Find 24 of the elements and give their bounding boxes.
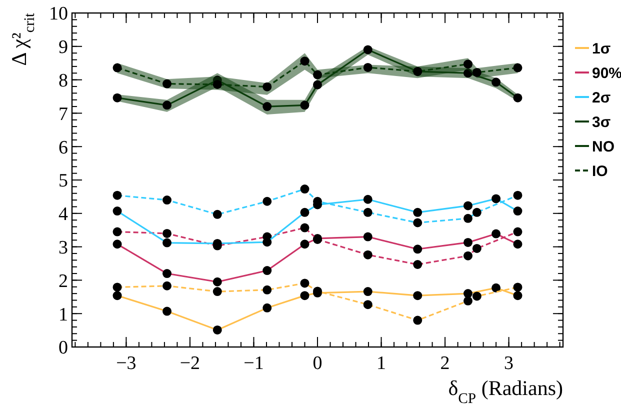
y-tick-label: 3: [58, 237, 68, 258]
x-tick-label: 3: [504, 353, 514, 374]
y-tick-label: 0: [58, 338, 68, 359]
text: IO: [592, 162, 608, 180]
y-tick-label: 10: [49, 4, 68, 25]
y-tick-label: 2: [58, 270, 68, 292]
x-tick-label: 2: [440, 353, 450, 374]
x-axis-title: δ$_{CP}$ (Radians): [448, 376, 563, 407]
y-tick-label: 7: [58, 104, 68, 125]
legend-label: 1σ: [592, 40, 611, 58]
legend-label: 3σ: [592, 114, 611, 131]
y-tick-label: 9: [58, 37, 68, 58]
y-tick-label: 5: [58, 170, 68, 192]
y-tick-label: 1: [58, 304, 68, 326]
text: NO: [592, 138, 615, 156]
y-tick-label: 4: [58, 204, 68, 226]
x-tick-label: 0: [312, 353, 322, 374]
x-tick-label: 1: [376, 353, 386, 374]
y-tick-label: 8: [58, 70, 68, 92]
x-tick-label: −3: [116, 353, 136, 374]
x-tick-label: −2: [180, 353, 200, 374]
x-tick-label: −1: [244, 353, 264, 374]
y-tick-label: 6: [58, 137, 68, 158]
legend-label: 2σ: [592, 89, 611, 106]
